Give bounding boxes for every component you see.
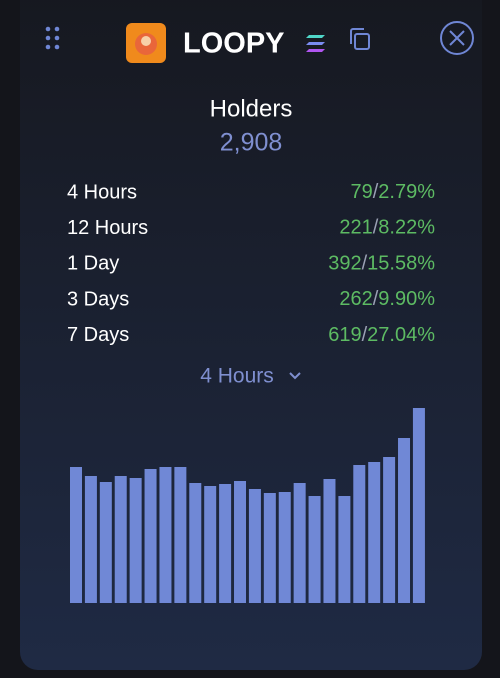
bar	[278, 492, 291, 603]
period-value: 79/2.79%	[350, 181, 435, 203]
holder-change: 79	[350, 181, 372, 203]
holders-label: Holders	[210, 95, 293, 122]
token-title: LOOPY	[183, 28, 285, 60]
bar	[323, 479, 336, 603]
period-label: 1 Day	[67, 253, 119, 275]
bar	[70, 467, 82, 603]
percent-change: 8.22%	[378, 217, 435, 239]
token-logo	[126, 23, 166, 63]
solana-icon	[306, 35, 325, 52]
separator: /	[373, 288, 379, 310]
percent-change: 2.79%	[378, 181, 435, 203]
period-selector[interactable]: 4 Hours	[200, 365, 301, 388]
period-label: 4 Hours	[67, 181, 137, 203]
bar	[263, 493, 276, 603]
holders-count: 2,908	[220, 129, 283, 157]
copy-button[interactable]	[350, 28, 370, 50]
bar	[144, 469, 157, 603]
percent-change: 9.90%	[378, 288, 435, 310]
separator: /	[373, 181, 379, 203]
bar	[248, 489, 261, 603]
percent-change: 15.58%	[367, 253, 435, 275]
close-button[interactable]	[440, 21, 474, 55]
holder-change: 262	[339, 288, 372, 310]
holder-change: 392	[328, 253, 361, 275]
bar	[412, 408, 425, 603]
period-value: 619/27.04%	[328, 324, 435, 346]
bar	[159, 467, 172, 603]
period-value: 262/9.90%	[339, 288, 435, 310]
separator: /	[362, 253, 368, 275]
bar	[353, 465, 366, 603]
bar	[308, 496, 321, 603]
bar	[368, 462, 381, 603]
period-value: 392/15.58%	[328, 253, 435, 275]
selector-label[interactable]: 4 Hours	[200, 365, 274, 388]
drag-handle[interactable]	[45, 26, 60, 50]
percent-change: 27.04%	[367, 324, 435, 346]
separator: /	[373, 217, 379, 239]
bar	[234, 481, 247, 603]
bar	[84, 476, 97, 603]
separator: /	[362, 324, 368, 346]
bar	[99, 482, 112, 603]
chevron	[289, 372, 301, 380]
stats-table: 4 Hours 79/2.79%12 Hours 221/8.22%1 Day 392…	[67, 181, 435, 346]
period-label: 3 Days	[67, 288, 129, 310]
bar-chart	[70, 408, 425, 603]
bar	[383, 457, 396, 603]
holder-change: 221	[339, 217, 372, 239]
bar	[398, 438, 411, 603]
bar	[204, 486, 217, 603]
bar	[114, 476, 127, 603]
holder-change: 619	[328, 324, 361, 346]
bar	[174, 467, 187, 603]
period-value: 221/8.22%	[339, 217, 435, 239]
bar	[129, 478, 142, 603]
bar	[219, 484, 232, 603]
period-label: 12 Hours	[67, 217, 148, 239]
bar	[293, 483, 306, 603]
bar	[189, 483, 202, 603]
bar	[338, 496, 351, 603]
period-label: 7 Days	[67, 324, 129, 346]
